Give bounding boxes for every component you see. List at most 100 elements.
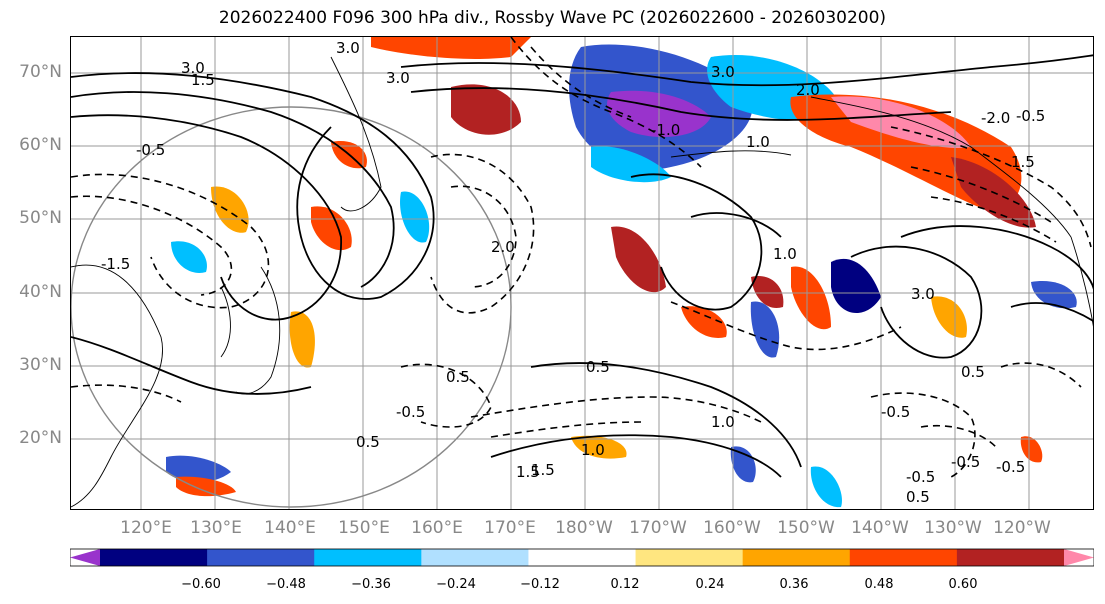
shade-blob xyxy=(831,96,971,148)
lon-label: 120°W xyxy=(993,518,1051,538)
shade-blob xyxy=(681,306,727,338)
contour-label: -0.5 xyxy=(951,453,980,471)
lon-label: 170°W xyxy=(629,518,687,538)
shade-blob xyxy=(810,466,842,508)
shade-blob xyxy=(1020,436,1043,463)
contour-line xyxy=(71,195,233,296)
coast-alaska xyxy=(810,96,1072,238)
colorbar-cell xyxy=(314,549,422,566)
contour-line xyxy=(630,173,763,311)
map-panel: 3.0 3.0 3.0 1.5 -0.5 3.0 2.0 1.0 -1.0 -0… xyxy=(70,36,1094,510)
colorbar-extend-low xyxy=(70,549,100,566)
lat-label: 70°N xyxy=(19,62,62,82)
contour-line xyxy=(400,54,1093,87)
lat-label: 60°N xyxy=(19,135,62,155)
shade-blob xyxy=(750,301,780,358)
contour-line xyxy=(71,72,435,300)
lon-label: 160°W xyxy=(703,518,761,538)
contour-line xyxy=(71,114,342,321)
lat-label: 30°N xyxy=(19,355,62,375)
solid-contours xyxy=(71,54,1093,478)
contour-line xyxy=(910,166,1052,223)
colorbar-tick: −0.60 xyxy=(181,577,221,592)
contour-line xyxy=(71,336,312,395)
contour-label: 0.5 xyxy=(586,358,610,376)
contour-line xyxy=(450,185,517,288)
contour-line xyxy=(510,37,702,168)
contour-label: 3.0 xyxy=(911,285,935,303)
contour-label: -1.5 xyxy=(101,255,130,273)
colorbar-tick: −0.24 xyxy=(436,577,476,592)
contour-line xyxy=(430,153,535,314)
colorbar-cell xyxy=(421,549,529,566)
contour-label: 2.0 xyxy=(796,81,820,99)
colorbar-cell xyxy=(742,549,851,566)
contour-label: 2.0 xyxy=(491,238,515,256)
colorbar-cell xyxy=(100,549,208,566)
colorbar-cell xyxy=(956,549,1065,566)
contour-line xyxy=(490,421,642,438)
lat-label: 50°N xyxy=(19,208,62,228)
colorbar-tick: −0.12 xyxy=(520,577,560,592)
contour-line xyxy=(670,301,902,351)
map-canvas: 3.0 3.0 3.0 1.5 -0.5 3.0 2.0 1.0 -1.0 -0… xyxy=(71,37,1093,509)
contour-label: -0.5 xyxy=(136,141,165,159)
shade-blob xyxy=(730,446,756,483)
coast-kamchatka xyxy=(330,56,382,212)
coast-japan xyxy=(235,266,281,395)
lon-label: 130°E xyxy=(190,518,242,538)
contour-label: -0.5 xyxy=(906,468,935,486)
contour-label: -0.5 xyxy=(996,458,1025,476)
shade-blob xyxy=(751,276,784,308)
contour-line xyxy=(71,173,270,309)
shade-blob xyxy=(289,311,315,368)
contour-label: 3.0 xyxy=(386,69,410,87)
colorbar-tick: 0.48 xyxy=(864,577,894,592)
colorbar-cells xyxy=(70,549,1094,566)
contour-line xyxy=(470,396,762,423)
contour-label: 0.5 xyxy=(356,433,380,451)
shade-blob xyxy=(791,266,831,330)
lon-label: 140°E xyxy=(264,518,316,538)
colorbar-tick: 0.60 xyxy=(948,577,978,592)
colorbar-tick: −0.48 xyxy=(266,577,306,592)
shade-blob xyxy=(371,37,531,59)
contour-line xyxy=(400,363,492,428)
divergence-shading xyxy=(166,37,1077,508)
lon-label: 130°W xyxy=(924,518,982,538)
lon-label: 120°E xyxy=(120,518,172,538)
colorbar-tick: 0.36 xyxy=(779,577,809,592)
dashed-contours xyxy=(71,37,1092,478)
shade-blob xyxy=(591,146,671,183)
contour-label: 1.0 xyxy=(746,133,770,151)
contour-label: -0.5 xyxy=(881,403,910,421)
contour-label: -0.5 xyxy=(1016,107,1045,125)
contour-line xyxy=(900,225,1093,290)
contour-line xyxy=(690,212,782,238)
contour-label: 1.5 xyxy=(1011,153,1035,171)
lon-label: 180°W xyxy=(555,518,613,538)
map-title: 2026022400 F096 300 hPa div., Rossby Wav… xyxy=(218,8,887,28)
contour-label: 1.5 xyxy=(191,71,215,89)
colorbar-cell xyxy=(207,549,315,566)
contour-line xyxy=(1010,302,1093,322)
colorbar-cell xyxy=(849,549,958,566)
lat-label: 20°N xyxy=(19,428,62,448)
coast-korea xyxy=(220,286,231,358)
contour-label: 3.0 xyxy=(336,39,360,57)
shade-blob xyxy=(931,296,967,338)
contour-label: 0.5 xyxy=(961,363,985,381)
lon-label: 140°W xyxy=(851,518,909,538)
colorbar xyxy=(70,548,1094,567)
contour-label: 1.0 xyxy=(581,441,605,459)
contour-line xyxy=(920,424,997,448)
shade-blob xyxy=(211,186,249,233)
graticule xyxy=(71,37,1093,509)
contour-label: 1.5 xyxy=(516,463,540,481)
shade-blob xyxy=(400,191,430,243)
contour-line xyxy=(71,384,182,403)
contour-labels: 3.0 3.0 3.0 1.5 -0.5 3.0 2.0 1.0 -1.0 -0… xyxy=(101,39,1045,506)
shade-blob xyxy=(176,476,236,497)
lat-label: 40°N xyxy=(19,282,62,302)
contour-line xyxy=(530,46,632,118)
